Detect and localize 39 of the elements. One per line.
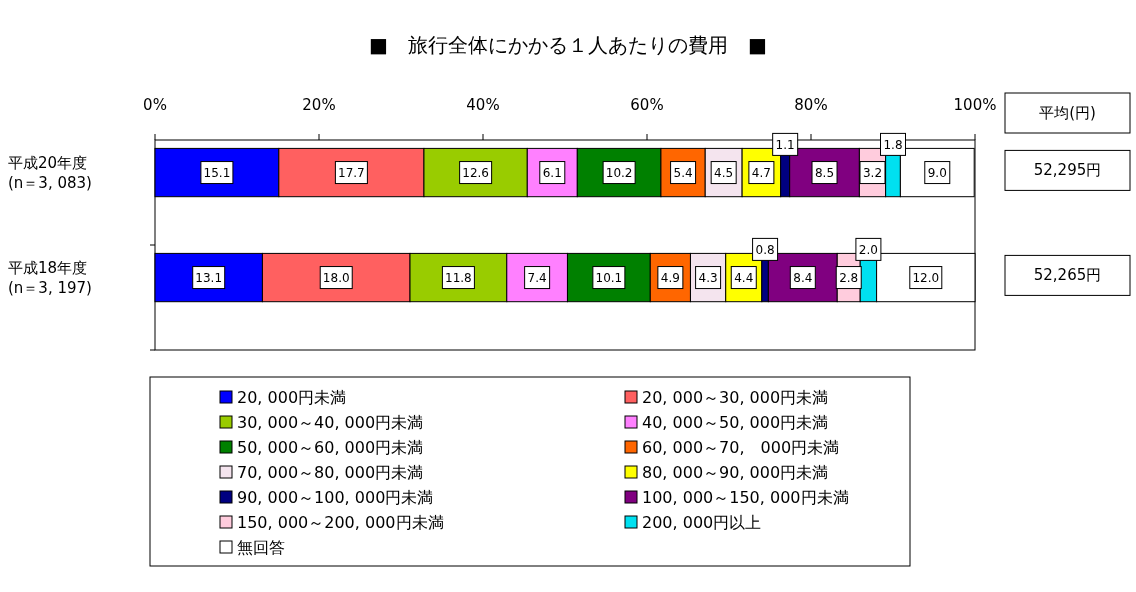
data-label: 8.4 [793, 271, 813, 286]
x-tick-label: 100% [953, 96, 997, 114]
x-tick-label: 40% [466, 96, 500, 114]
data-label: 10.1 [595, 271, 623, 286]
data-label: 2.8 [839, 271, 859, 286]
data-label: 7.4 [527, 271, 547, 286]
text: 52,265円 [1033, 266, 1102, 285]
y-tick-label: 平成18年度 (n＝3, 197) [8, 258, 92, 297]
data-label: 4.7 [751, 166, 771, 181]
x-tick-label: 0% [143, 96, 167, 114]
x-tick-label: 20% [302, 96, 336, 114]
data-label: 3.2 [862, 166, 883, 181]
data-label: 12.6 [462, 166, 489, 181]
data-label: 4.3 [698, 271, 718, 286]
data-label: 15.1 [203, 166, 231, 181]
data-label: 4.4 [734, 271, 754, 286]
data-label: 18.0 [322, 271, 350, 286]
data-label: 11.8 [445, 271, 472, 286]
data-label: 6.1 [542, 166, 562, 181]
data-label: 2.0 [858, 242, 878, 257]
data-label: 4.9 [660, 271, 680, 286]
data-label: 0.8 [755, 242, 775, 257]
data-label: 4.5 [714, 166, 734, 181]
data-label: 5.4 [673, 166, 693, 181]
text: 52,295円 [1033, 161, 1102, 180]
data-label: 8.5 [814, 166, 835, 181]
text: 平均(円) [1039, 104, 1096, 122]
x-tick-label: 60% [630, 96, 664, 114]
x-tick-label: 80% [794, 96, 828, 114]
data-label: 10.2 [605, 166, 633, 181]
data-label: 17.7 [338, 166, 365, 181]
data-label: 13.1 [195, 271, 223, 286]
data-label: 1.1 [775, 137, 795, 152]
legend-label: 無回答 [237, 538, 285, 557]
data-label: 1.8 [883, 137, 903, 152]
data-label: 9.0 [927, 166, 947, 181]
y-tick-label: 平成20年度 (n＝3, 083) [8, 153, 92, 192]
chart-title: ■ 旅行全体にかかる１人あたりの費用 ■ [369, 33, 767, 57]
data-label: 12.0 [912, 271, 940, 286]
